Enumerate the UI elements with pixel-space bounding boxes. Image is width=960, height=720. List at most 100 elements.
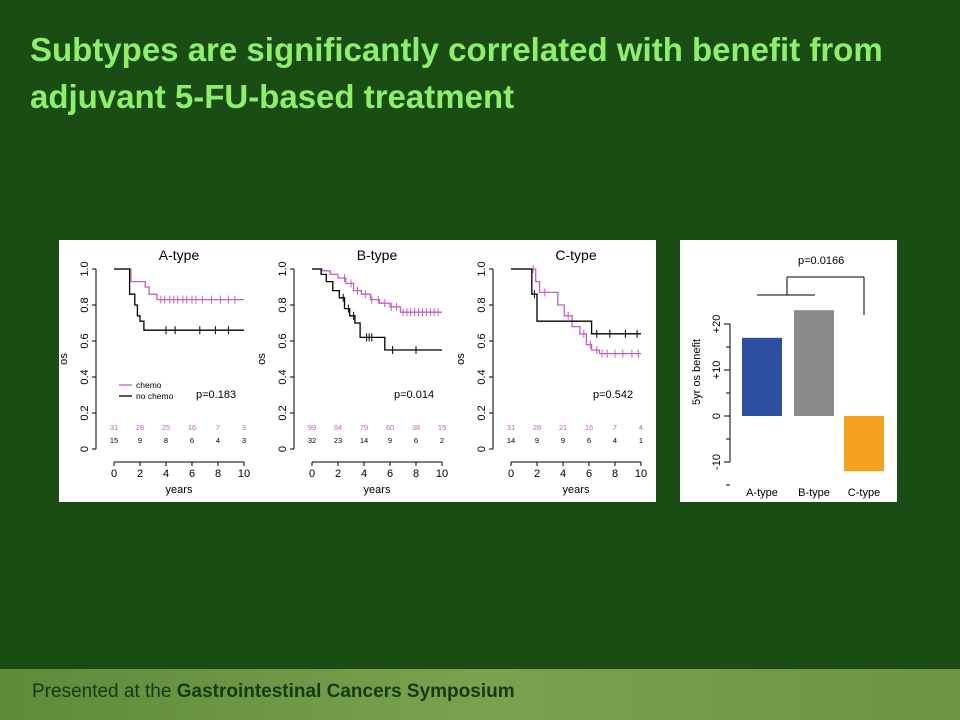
at-risk-chemo: 4 <box>639 423 643 432</box>
at-risk-no-chemo: 14 <box>360 436 368 445</box>
x-tick-label: 10 <box>635 468 647 480</box>
y-tick-label: 0.8 <box>476 297 488 312</box>
at-risk-chemo: 21 <box>559 423 567 432</box>
y-tick-label: 0.8 <box>79 297 91 312</box>
y-tick-label: 0.4 <box>476 369 488 384</box>
at-risk-chemo: 25 <box>162 423 170 432</box>
at-risk-chemo: 28 <box>136 423 144 432</box>
at-risk-chemo: 7 <box>613 423 617 432</box>
y-tick-label: 0.8 <box>277 297 289 312</box>
at-risk-no-chemo: 1 <box>639 436 643 445</box>
at-risk-chemo: 31 <box>507 423 515 432</box>
at-risk-no-chemo: 6 <box>190 436 194 445</box>
survival-curves-panel: A-type 0 0.2 0.4 0.6 0.8 1.0 os 0 2 4 6 8 10 years 31 28… <box>58 240 656 502</box>
km-curve-no-chemo <box>312 268 442 351</box>
at-risk-chemo: 3 <box>242 423 246 432</box>
footer-banner: Presented at the Gastrointestinal Cancer… <box>0 669 960 720</box>
x-tick-label: 8 <box>413 468 419 480</box>
y-tick-label: 1.0 <box>277 261 289 276</box>
at-risk-no-chemo: 9 <box>388 436 392 445</box>
at-risk-chemo: 99 <box>308 423 316 432</box>
km-plot-b-type: B-type 0 0.2 0.4 0.6 0.8 1.0 os 0 2 4 6 8 10 years 99 94… <box>256 247 448 496</box>
p-value: p=0.542 <box>593 389 633 401</box>
km-plot-a-type: A-type 0 0.2 0.4 0.6 0.8 1.0 os 0 2 4 6 8 10 years 31 28… <box>58 247 250 496</box>
y-tick-label: 0 <box>711 413 723 419</box>
x-tick-label: 0 <box>508 468 514 480</box>
y-tick-label: 0.2 <box>476 405 488 420</box>
x-axis-label: years <box>364 484 391 496</box>
y-tick-label: 0.6 <box>476 333 488 348</box>
km-curve-chemo <box>511 268 641 355</box>
benefit-bar-chart: -10 0 +10 +20 5yr os benefit A-type B-type C-ty… <box>691 255 884 499</box>
footer-prefix: Presented at the <box>32 681 177 702</box>
at-risk-no-chemo: 9 <box>138 436 142 445</box>
x-tick-label: 6 <box>586 468 592 480</box>
x-tick-label: 4 <box>163 468 169 480</box>
x-axis-label: years <box>563 484 590 496</box>
x-tick-label: 10 <box>436 468 448 480</box>
at-risk-no-chemo: 4 <box>613 436 617 445</box>
y-tick-label: 0 <box>277 446 289 452</box>
y-tick-label: 0.2 <box>277 405 289 420</box>
y-tick-label: 0 <box>79 446 91 452</box>
x-tick-label: 8 <box>215 468 221 480</box>
p-value: p=0.014 <box>394 389 434 401</box>
at-risk-no-chemo: 2 <box>440 436 444 445</box>
at-risk-no-chemo: 4 <box>216 436 220 445</box>
x-tick-label: 4 <box>361 468 367 480</box>
at-risk-chemo: 7 <box>216 423 220 432</box>
x-axis-label: years <box>166 484 193 496</box>
km-curve-no-chemo <box>114 268 244 331</box>
at-risk-chemo: 31 <box>110 423 118 432</box>
x-tick-label: 2 <box>137 468 143 480</box>
x-tick-label: 6 <box>189 468 195 480</box>
category-label: C-type <box>848 487 880 499</box>
y-tick-label: 0 <box>476 446 488 452</box>
x-tick-label: 0 <box>309 468 315 480</box>
x-tick-label: 4 <box>560 468 566 480</box>
at-risk-no-chemo: 3 <box>242 436 246 445</box>
at-risk-no-chemo: 15 <box>110 436 118 445</box>
y-tick-label: 1.0 <box>476 261 488 276</box>
y-axis-label: os <box>256 353 268 365</box>
category-label: B-type <box>798 487 830 499</box>
y-tick-label: 0.6 <box>79 333 91 348</box>
at-risk-chemo: 16 <box>585 423 593 432</box>
km-curve-chemo <box>312 268 442 313</box>
km-title: A-type <box>159 247 200 263</box>
at-risk-no-chemo: 9 <box>535 436 539 445</box>
at-risk-no-chemo: 23 <box>334 436 342 445</box>
significance-bracket <box>757 276 865 315</box>
km-curve-chemo <box>114 268 244 301</box>
at-risk-chemo: 79 <box>360 423 368 432</box>
at-risk-chemo: 38 <box>412 423 420 432</box>
legend-label: chemo <box>136 380 162 390</box>
y-axis-label: os <box>59 353 70 365</box>
footer-conference-name: Gastrointestinal Cancers Symposium <box>176 681 515 702</box>
category-label: A-type <box>746 487 778 499</box>
at-risk-chemo: 16 <box>188 423 196 432</box>
at-risk-no-chemo: 6 <box>587 436 591 445</box>
p-value: p=0.0166 <box>798 255 844 267</box>
y-tick-label: 1.0 <box>79 261 91 276</box>
at-risk-chemo: 60 <box>386 423 394 432</box>
y-axis-label: os <box>455 353 467 365</box>
legend-label: no chemo <box>136 391 174 401</box>
y-axis-label: 5yr os benefit <box>691 339 703 405</box>
x-tick-label: 6 <box>387 468 393 480</box>
y-tick-label: -10 <box>711 454 723 470</box>
y-tick-label: 0.6 <box>277 333 289 348</box>
at-risk-no-chemo: 32 <box>308 436 316 445</box>
x-tick-label: 10 <box>238 468 250 480</box>
km-plot-c-type: C-type 0 0.2 0.4 0.6 0.8 1.0 os 0 2 4 6 8 10 years 31 28… <box>455 247 647 496</box>
km-title: B-type <box>357 247 398 263</box>
at-risk-chemo: 94 <box>334 423 342 432</box>
footer-text: Presented at the Gastrointestinal Cancer… <box>32 681 515 703</box>
bar-a-type <box>742 337 782 416</box>
km-curve-no-chemo <box>511 268 641 335</box>
at-risk-no-chemo: 6 <box>414 436 418 445</box>
at-risk-chemo: 28 <box>533 423 541 432</box>
bar-c-type <box>844 416 884 472</box>
x-tick-label: 2 <box>534 468 540 480</box>
